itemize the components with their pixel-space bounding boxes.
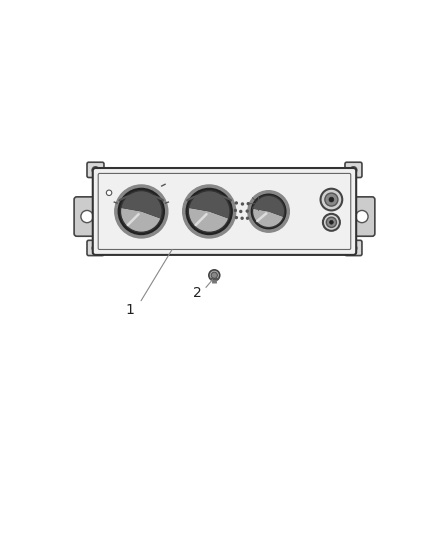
FancyBboxPatch shape bbox=[87, 162, 104, 177]
Circle shape bbox=[325, 193, 338, 206]
FancyBboxPatch shape bbox=[345, 240, 362, 256]
Wedge shape bbox=[189, 191, 230, 219]
Circle shape bbox=[326, 217, 336, 228]
Text: 1: 1 bbox=[125, 303, 134, 317]
Text: 2: 2 bbox=[193, 286, 201, 300]
Circle shape bbox=[350, 167, 357, 173]
Circle shape bbox=[184, 186, 235, 237]
Wedge shape bbox=[252, 208, 284, 228]
Circle shape bbox=[246, 216, 249, 220]
FancyBboxPatch shape bbox=[74, 197, 100, 236]
Circle shape bbox=[233, 209, 237, 212]
Circle shape bbox=[329, 221, 333, 224]
Circle shape bbox=[350, 245, 357, 252]
Circle shape bbox=[323, 214, 340, 231]
Circle shape bbox=[235, 216, 238, 219]
Wedge shape bbox=[120, 208, 161, 232]
Circle shape bbox=[81, 211, 93, 223]
Circle shape bbox=[240, 216, 244, 220]
Circle shape bbox=[249, 192, 288, 231]
Circle shape bbox=[356, 211, 368, 223]
Circle shape bbox=[209, 270, 220, 281]
Circle shape bbox=[211, 272, 217, 278]
Circle shape bbox=[92, 245, 99, 252]
Wedge shape bbox=[253, 195, 285, 217]
Circle shape bbox=[247, 202, 250, 205]
Circle shape bbox=[239, 210, 243, 213]
Circle shape bbox=[246, 209, 249, 213]
Circle shape bbox=[106, 190, 112, 196]
Wedge shape bbox=[121, 191, 162, 219]
Circle shape bbox=[329, 197, 334, 202]
Circle shape bbox=[321, 189, 342, 211]
Circle shape bbox=[92, 167, 99, 173]
FancyBboxPatch shape bbox=[93, 168, 356, 255]
Circle shape bbox=[235, 201, 238, 205]
Circle shape bbox=[116, 186, 167, 237]
FancyBboxPatch shape bbox=[87, 240, 104, 256]
Wedge shape bbox=[188, 208, 229, 232]
FancyBboxPatch shape bbox=[345, 162, 362, 177]
FancyBboxPatch shape bbox=[349, 197, 375, 236]
Circle shape bbox=[241, 203, 244, 206]
